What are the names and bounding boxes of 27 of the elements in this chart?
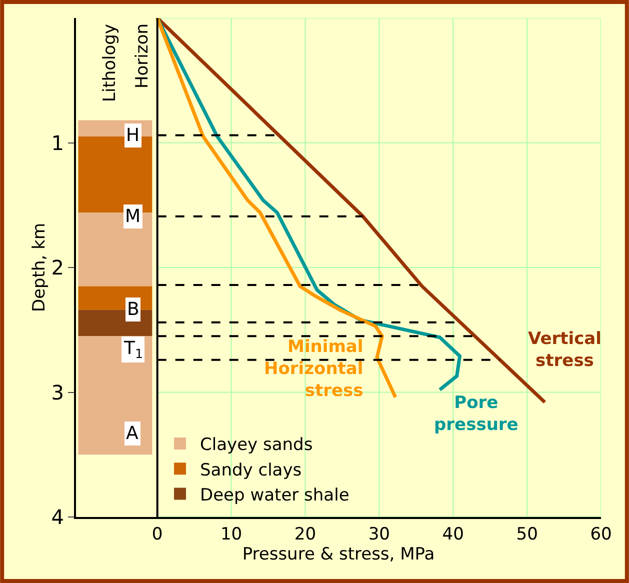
ref-line-label: H [126,125,140,146]
x-tick-label: 60 [590,524,612,544]
series-label: Minimal Horizontal stress [264,337,364,402]
ref-line-label: B [127,299,140,320]
x-tick-label: 20 [294,524,316,544]
x-tick-label: 0 [152,524,163,544]
x-tick-label: 10 [220,524,242,544]
series-label: Pore pressure [434,393,518,436]
ref-line-label: M [125,206,141,227]
x-tick-label: 40 [442,524,464,544]
y-tick-label: 4 [51,505,64,529]
x-tick-label: 50 [516,524,538,544]
y-tick-label: 2 [51,256,64,280]
annotation: Horizon [132,24,152,88]
legend-label: Deep water shale [200,485,350,506]
annotation: A [126,423,139,444]
legend-label: Clayey sands [200,435,313,456]
line-series [156,18,398,399]
x-tick-label: 30 [368,524,390,544]
y-tick-label: 3 [51,380,64,404]
ref-line-label: T$_{1}$ [123,338,144,361]
y-axis-title: Depth, km [29,223,50,312]
y-tick-label: 1 [51,130,64,155]
legend-label: Sandy clays [200,460,302,480]
x-axis-title: Pressure & stress, MPa [242,544,435,564]
series-label: Vertical stress [528,329,602,372]
annotation: Lithology [100,24,120,102]
